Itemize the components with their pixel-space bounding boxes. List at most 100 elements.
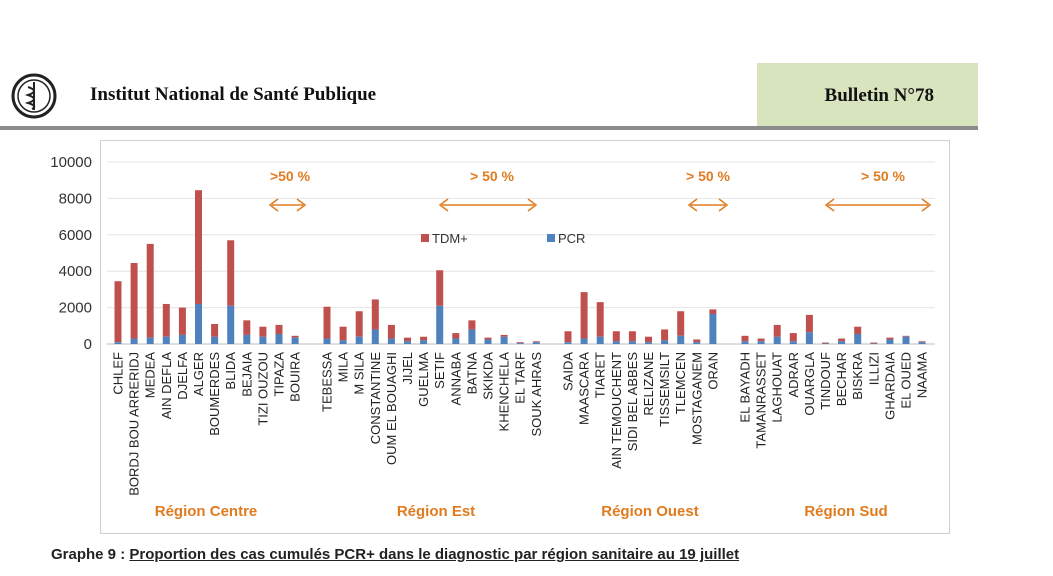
bar-pcr	[436, 305, 444, 344]
annotation-arrowhead-left	[438, 198, 449, 212]
x-tick-label: BORDJ BOU ARRERIDJ	[127, 352, 142, 496]
region-label: Région Ouest	[601, 503, 699, 520]
x-tick-label: ORAN	[705, 352, 720, 390]
bar-tdm	[371, 299, 379, 330]
x-tick-label: TEBESSA	[320, 352, 335, 412]
x-tick-label: TLEMCEN	[673, 352, 688, 414]
x-tick-label: TAMANRASSET	[754, 352, 769, 449]
chart-frame	[100, 140, 950, 534]
bar-pcr	[902, 336, 910, 344]
legend-label: PCR	[558, 231, 585, 246]
bar-pcr	[339, 340, 347, 344]
bar-tdm	[291, 335, 299, 338]
bar-pcr	[195, 303, 202, 344]
bar-pcr	[709, 313, 717, 344]
annotation-arrowhead-right	[527, 198, 538, 212]
bar-pcr	[516, 343, 524, 344]
bar-pcr	[387, 338, 395, 344]
bar-tdm	[677, 311, 685, 336]
bar-tdm	[741, 335, 749, 342]
caption-text: Proportion des cas cumulés PCR+ dans le …	[129, 546, 740, 563]
bar-pcr	[452, 338, 460, 344]
bar-tdm	[564, 331, 572, 343]
bar-pcr	[693, 342, 701, 344]
bar-pcr	[645, 342, 652, 344]
bar-tdm	[773, 324, 781, 337]
bar-tdm	[452, 333, 460, 339]
bar-tdm	[532, 341, 540, 343]
bar-pcr	[677, 335, 685, 344]
institute-name: Institut National de Santé Publique	[90, 84, 377, 105]
y-tick-label: 4000	[59, 263, 92, 280]
annotation-arrowhead-left	[687, 198, 698, 212]
bar-tdm	[693, 339, 701, 343]
x-tick-label: GHARDAIA	[882, 352, 897, 420]
x-tick-label: EL OUED	[899, 352, 914, 409]
bar-pcr	[532, 342, 540, 344]
bar-pcr	[564, 342, 572, 344]
bar-pcr	[211, 336, 219, 344]
x-tick-label: MAASCARA	[577, 352, 592, 425]
bar-tdm	[211, 323, 219, 337]
bar-tdm	[195, 190, 202, 304]
bar-pcr	[130, 338, 138, 344]
x-tick-label: GUELMA	[416, 352, 431, 407]
bar-tdm	[243, 320, 251, 335]
bar-tdm	[468, 320, 476, 330]
bar-tdm	[323, 306, 331, 339]
x-tick-label: BECHAR	[834, 352, 849, 406]
bar-tdm	[918, 341, 926, 343]
bar-tdm	[275, 324, 283, 334]
x-tick-label: MOSTAGANEM	[689, 352, 704, 445]
region-label: Région Centre	[155, 503, 258, 520]
x-tick-label: CONSTANTINE	[368, 352, 383, 445]
bar-tdm	[854, 326, 862, 334]
bar-tdm	[420, 336, 428, 341]
bar-pcr	[628, 341, 636, 344]
x-tick-label: NAAMA	[915, 352, 930, 399]
annotation-label: >50 %	[270, 168, 311, 184]
annotation-label: > 50 %	[470, 168, 515, 184]
x-tick-label: M SILA	[352, 352, 367, 395]
x-tick-label: BISKRA	[850, 352, 865, 400]
x-tick-label: OUARGLA	[802, 352, 817, 416]
bar-pcr	[484, 339, 492, 344]
y-tick-label: 8000	[59, 190, 92, 207]
bar-tdm	[822, 342, 829, 344]
bar-pcr	[468, 329, 476, 344]
bar-pcr	[805, 332, 813, 344]
x-tick-label: TIARET	[593, 352, 608, 398]
bar-tdm	[484, 337, 492, 340]
x-tick-label: ANNABA	[448, 352, 463, 406]
bar-tdm	[162, 303, 170, 337]
bar-pcr	[420, 340, 428, 344]
bar-pcr	[371, 329, 379, 344]
annotation-arrowhead-left	[824, 198, 835, 212]
bar-tdm	[146, 243, 154, 338]
bar-pcr	[291, 337, 299, 344]
bar-pcr	[918, 342, 926, 344]
bar-tdm	[339, 326, 347, 341]
bar-tdm	[436, 270, 444, 306]
x-tick-label: SETIF	[432, 352, 447, 389]
region-label: Région Est	[397, 503, 475, 520]
legend-swatch	[421, 234, 429, 242]
x-tick-label: LAGHOUAT	[770, 352, 785, 423]
bar-tdm	[612, 331, 620, 342]
bar-tdm	[178, 307, 186, 335]
x-tick-label: TISSEMSILT	[657, 352, 672, 427]
bar-tdm	[596, 302, 604, 337]
bar-tdm	[404, 337, 411, 342]
x-tick-label: BOUIRA	[288, 352, 303, 402]
bar-pcr	[741, 341, 749, 344]
region-label: Région Sud	[804, 503, 887, 520]
legend-label: TDM+	[432, 231, 468, 246]
bar-tdm	[500, 334, 508, 337]
x-tick-label: AIN TEMOUCHENT	[609, 352, 624, 469]
bar-tdm	[789, 333, 797, 342]
bar-pcr	[596, 336, 604, 344]
x-tick-label: MEDEA	[143, 352, 158, 399]
x-tick-label: CHLEF	[111, 352, 126, 395]
bar-pcr	[162, 336, 170, 344]
annotation-arrowhead-left	[268, 198, 279, 212]
